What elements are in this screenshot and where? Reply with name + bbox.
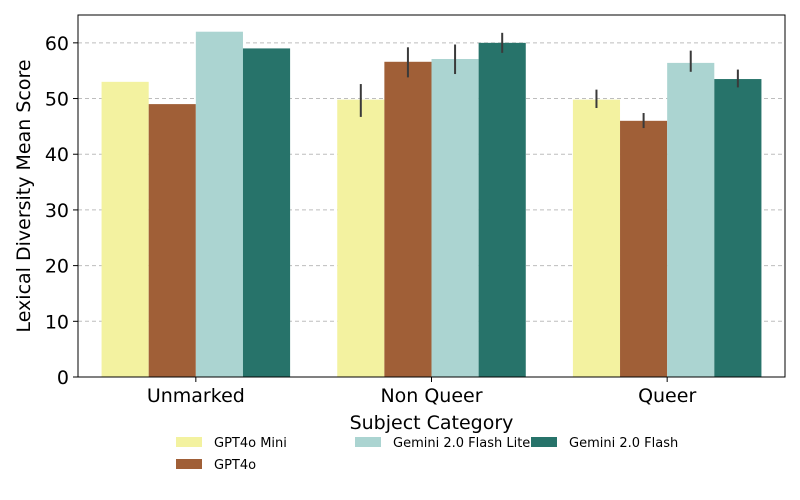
y-tick-label: 0	[57, 367, 69, 389]
y-axis-label: Lexical Diversity Mean Score	[13, 59, 35, 332]
error-bars	[359, 32, 739, 129]
bar	[667, 62, 715, 377]
bar	[242, 48, 291, 378]
legend-swatch	[355, 437, 381, 447]
bar	[572, 99, 621, 377]
bar	[714, 79, 762, 378]
y-axis-ticks: 0 10 20 30 40 50 60	[45, 33, 78, 389]
bars	[101, 31, 762, 378]
legend-label: GPT4o	[214, 458, 256, 473]
legend-label: Gemini 2.0 Flash	[569, 436, 678, 451]
bar	[384, 61, 432, 377]
x-tick-label: Non Queer	[380, 385, 482, 407]
bar	[478, 42, 526, 377]
bar	[337, 99, 385, 377]
legend-label: Gemini 2.0 Flash Lite	[393, 436, 530, 451]
bar	[148, 104, 196, 377]
legend-swatch	[176, 437, 202, 447]
y-tick-label: 10	[45, 311, 69, 333]
legend: GPT4o Mini GPT4o Gemini 2.0 Flash Lite Gemi…	[176, 436, 678, 473]
bar	[101, 81, 149, 377]
x-axis-ticks: Unmarked Non Queer Queer	[147, 377, 696, 407]
x-tick-label: Unmarked	[147, 385, 245, 407]
y-tick-label: 30	[45, 200, 69, 222]
legend-swatch	[176, 459, 202, 469]
y-tick-label: 50	[45, 89, 69, 111]
x-axis-label: Subject Category	[350, 412, 514, 434]
bar	[431, 58, 479, 378]
bar	[620, 120, 668, 378]
bar	[195, 31, 243, 377]
legend-swatch	[531, 437, 557, 447]
y-tick-label: 20	[45, 256, 69, 278]
legend-label: GPT4o Mini	[214, 436, 287, 451]
x-tick-label: Queer	[638, 385, 696, 407]
y-tick-label: 40	[45, 144, 69, 166]
y-tick-label: 60	[45, 33, 69, 55]
